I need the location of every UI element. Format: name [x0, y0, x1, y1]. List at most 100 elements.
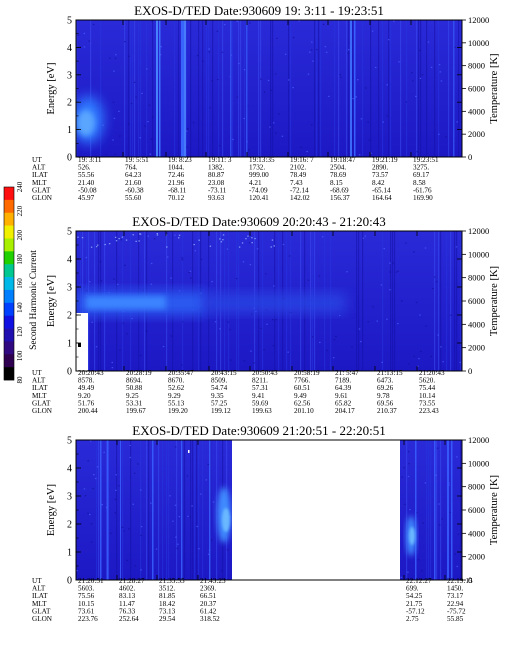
table-row-label: GLON [32, 194, 53, 202]
spectrogram-panel-3: EXOS-D/TED Date:930609 21:20:51 - 22:20:… [32, 423, 500, 623]
vertical-stripe [159, 20, 161, 157]
table-cell: 156.37 [330, 194, 350, 202]
table-cell: 76.33 [119, 607, 136, 615]
table-cell: 57.31 [252, 384, 269, 392]
table-cell: 19:18:47 [330, 156, 356, 164]
energy-tick-label: 3 [67, 492, 72, 503]
table-row-label: UT [32, 156, 42, 164]
vertical-stripe [152, 440, 154, 580]
table-cell: 19:11: 3 [208, 156, 232, 164]
table-cell: 19: 8:23 [168, 156, 192, 164]
temperature-tick-label: 0 [468, 366, 472, 376]
table-cell: 20:28:19 [126, 369, 152, 377]
table-cell: 93.63 [208, 194, 225, 202]
table-row-label: GLON [32, 407, 53, 415]
table-row-label: GLAT [32, 399, 51, 407]
energy-tick-label: 4 [67, 255, 72, 266]
table-cell: 8.42 [372, 179, 385, 187]
table-cell: 20:20:43 [78, 369, 104, 377]
temperature-axis: 0 2000 4000 6000 8000 10000 12000 [462, 15, 489, 162]
colorbar: 240 220 200 180 160 140 120 100 80 Second Harmoni… [3, 181, 39, 384]
time-axis [75, 440, 446, 580]
temperature-tick-label: 10000 [468, 38, 489, 48]
panel-title: EXOS-D/TED Date:930609 19: 3:11 - 19:23:… [134, 3, 384, 18]
vertical-stripe [230, 20, 232, 157]
table-row-label: GLON [32, 615, 53, 623]
table-cell: -75.72 [447, 607, 466, 615]
table-row-label: MLT [32, 600, 47, 608]
table-cell: 4602. [119, 585, 135, 593]
colorbar-tick-label: 200 [16, 230, 24, 241]
table-cell: 7.43 [290, 179, 303, 187]
colorbar-tick-label: 140 [16, 302, 24, 313]
vertical-stripe [184, 20, 186, 157]
table-cell: 21.60 [125, 179, 142, 187]
table-cell: 23.08 [208, 179, 225, 187]
table-cell: 8211. [252, 377, 268, 385]
energy-tick-label: 5 [67, 436, 72, 447]
table-cell: 9.20 [78, 392, 91, 400]
colorbar-swatch [4, 225, 14, 239]
table-cell: 21:35:55 [159, 577, 185, 585]
temperature-tick-label: 10000 [468, 458, 489, 468]
table-cell: 62.56 [294, 399, 311, 407]
colorbar-swatch [4, 187, 14, 201]
temperature-axis: 0 2000 4000 6000 8000 10000 12000 [462, 435, 489, 585]
table-cell: 199.20 [168, 407, 188, 415]
table-cell: 59.69 [252, 399, 269, 407]
panel-title: EXOS-D/TED Date:930609 20:20:43 - 21:20:… [132, 214, 385, 229]
colorbar-swatch [4, 212, 14, 226]
energy-tick-label: 2 [67, 98, 72, 109]
table-cell: -74.09 [249, 186, 268, 194]
table-cell: 8694. [126, 377, 142, 385]
table-cell: 2.75 [406, 615, 419, 623]
colorbar-swatch [4, 264, 14, 278]
energy-axis-label: Energy [eV] [46, 63, 57, 115]
table-cell: 21:13:15 [377, 369, 403, 377]
table-cell: 51.76 [78, 399, 95, 407]
table-cell: 223.76 [78, 615, 98, 623]
colorbar-tick-label: 100 [16, 350, 24, 361]
table-cell: 9.49 [294, 392, 307, 400]
table-cell: 19: 3:11 [78, 156, 102, 164]
temperature-tick-label: 12000 [468, 15, 489, 25]
table-cell: 9.35 [211, 392, 224, 400]
table-row-label: ALT [32, 164, 46, 172]
table-cell: 764. [125, 164, 138, 172]
table-row-label: GLAT [32, 186, 51, 194]
table-cell: 21:20:51 [78, 577, 104, 585]
table-cell: 4.21 [249, 179, 262, 187]
table-cell: 80.87 [208, 171, 225, 179]
energy-axis: 0 1 2 3 4 5 [67, 436, 462, 587]
vertical-stripe [156, 20, 158, 157]
colorbar-swatch [4, 367, 14, 381]
energy-tick-label: 3 [67, 70, 72, 81]
vertical-stripe [354, 20, 356, 157]
colorbar-tick-label: 80 [16, 376, 24, 384]
temperature-tick-label: 6000 [468, 84, 485, 94]
table-cell: 75.56 [78, 592, 95, 600]
table-cell: 2369. [200, 585, 216, 593]
energy-axis: 0 1 2 3 4 5 [67, 16, 462, 164]
time-axis [75, 231, 418, 371]
colorbar-swatch [4, 341, 14, 355]
table-cell: 21.75 [406, 600, 423, 608]
table-row-label: MLT [32, 179, 47, 187]
temperature-tick-label: 4000 [468, 528, 485, 538]
temperature-tick-label: 2000 [468, 343, 485, 353]
table-cell: 20.37 [200, 600, 217, 608]
table-cell: 66.51 [200, 592, 217, 600]
table-cell: 6473. [377, 377, 393, 385]
table-cell: 204.17 [335, 407, 355, 415]
table-cell: 1382. [208, 164, 224, 172]
energy-tick-label: 1 [67, 125, 72, 136]
table-cell: 20:43:15 [211, 369, 237, 377]
table-cell: 19:21:19 [372, 156, 398, 164]
table-row-label: MLT [32, 392, 47, 400]
colorbar-swatch [4, 289, 14, 304]
vertical-stripe [209, 440, 211, 580]
colorbar-tick-label: 240 [16, 181, 24, 192]
energy-tick-label: 0 [67, 153, 72, 164]
